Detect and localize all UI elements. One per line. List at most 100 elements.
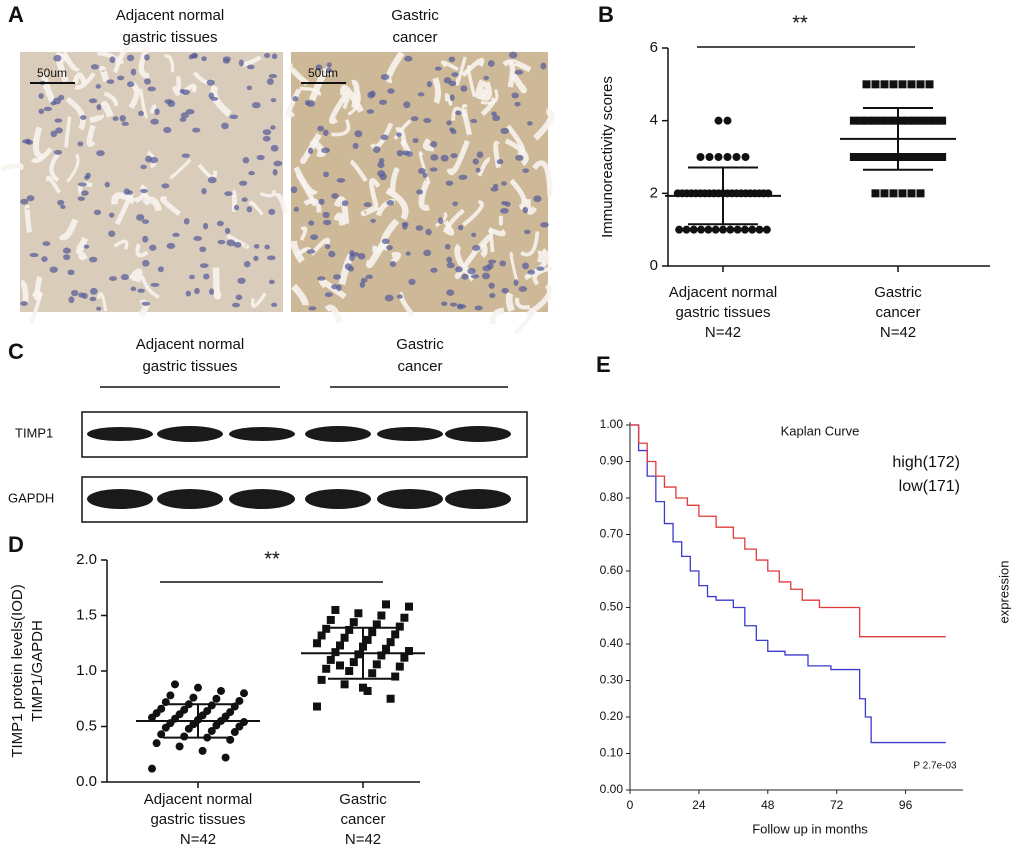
data-point bbox=[877, 116, 886, 125]
data-point bbox=[359, 683, 367, 692]
nucleus bbox=[336, 284, 342, 292]
nucleus bbox=[181, 153, 191, 158]
data-point bbox=[856, 116, 865, 125]
nucleus bbox=[248, 171, 255, 176]
significance: ** bbox=[792, 12, 808, 34]
nucleus bbox=[71, 289, 79, 297]
nucleus bbox=[475, 167, 481, 173]
data-point bbox=[889, 80, 898, 89]
nucleus bbox=[144, 54, 150, 61]
tissue-fiber bbox=[454, 247, 480, 280]
nucleus bbox=[359, 281, 366, 288]
tissue-fiber bbox=[385, 51, 405, 83]
nucleus bbox=[515, 154, 524, 161]
nucleus bbox=[209, 288, 215, 295]
nucleus bbox=[486, 263, 494, 269]
data-point bbox=[917, 116, 926, 125]
data-point bbox=[696, 153, 705, 161]
nucleus bbox=[157, 266, 164, 273]
tissue-fiber bbox=[504, 138, 529, 167]
data-point bbox=[890, 153, 899, 161]
data-point bbox=[368, 669, 377, 678]
data-point bbox=[938, 153, 947, 161]
data-point bbox=[322, 664, 331, 673]
y-tick-label: 4 bbox=[650, 112, 658, 129]
nucleus bbox=[307, 147, 314, 155]
image-background bbox=[20, 52, 283, 312]
nucleus bbox=[403, 101, 411, 109]
nucleus bbox=[53, 149, 63, 155]
tissue-fiber bbox=[135, 243, 149, 258]
data-point bbox=[925, 80, 934, 89]
nucleus bbox=[308, 306, 317, 311]
nucleus bbox=[272, 169, 278, 176]
tissue-fiber bbox=[455, 56, 467, 86]
blot-band bbox=[445, 426, 511, 442]
data-point bbox=[386, 694, 395, 703]
nucleus bbox=[492, 114, 501, 122]
panel-letter: D bbox=[8, 532, 24, 557]
nucleus bbox=[189, 274, 195, 280]
data-point bbox=[226, 708, 235, 717]
nucleus bbox=[123, 188, 130, 195]
data-point bbox=[322, 624, 331, 633]
nucleus bbox=[154, 108, 160, 116]
nucleus bbox=[185, 109, 195, 115]
data-point bbox=[870, 153, 879, 161]
nucleus bbox=[49, 266, 58, 273]
data-point bbox=[203, 706, 212, 715]
nucleus bbox=[472, 244, 481, 251]
nucleus bbox=[161, 183, 170, 189]
nucleus bbox=[380, 134, 389, 141]
nucleus bbox=[360, 277, 368, 283]
tissue-fiber bbox=[434, 211, 448, 228]
nucleus bbox=[229, 114, 239, 120]
x-tick-label: 48 bbox=[761, 798, 775, 812]
x-tick-label: N=42 bbox=[180, 831, 216, 848]
nucleus bbox=[41, 256, 48, 262]
tissue-fiber bbox=[103, 91, 119, 107]
tissue-fiber bbox=[480, 97, 496, 117]
data-point bbox=[240, 718, 248, 727]
data-point bbox=[400, 653, 409, 662]
data-point bbox=[395, 662, 404, 671]
nucleus bbox=[93, 209, 102, 216]
nucleus bbox=[317, 125, 324, 132]
nucleus bbox=[233, 204, 240, 211]
nucleus bbox=[90, 64, 99, 70]
tissue-fiber bbox=[226, 233, 250, 249]
data-point bbox=[889, 189, 898, 198]
nucleus bbox=[450, 153, 458, 159]
nucleus bbox=[423, 249, 432, 257]
nucleus bbox=[241, 197, 248, 202]
nucleus bbox=[443, 77, 452, 84]
nucleus bbox=[273, 160, 283, 167]
nucleus bbox=[166, 242, 176, 250]
tissue-fiber bbox=[510, 73, 527, 94]
blot-band bbox=[87, 489, 153, 509]
nucleus bbox=[437, 217, 444, 225]
x-tick-label: 0 bbox=[627, 798, 634, 812]
tissue-fiber bbox=[488, 229, 495, 253]
y-tick-label: 1.00 bbox=[600, 417, 624, 431]
nucleus bbox=[88, 98, 98, 104]
nucleus bbox=[488, 259, 497, 264]
data-point bbox=[711, 225, 720, 234]
data-point bbox=[924, 116, 933, 125]
nucleus bbox=[42, 241, 51, 246]
image-label: Gastric bbox=[391, 7, 439, 24]
tissue-fiber bbox=[318, 278, 347, 300]
nucleus bbox=[271, 302, 278, 307]
tissue-fiber bbox=[299, 226, 308, 241]
nucleus bbox=[89, 256, 98, 263]
data-point bbox=[391, 630, 400, 639]
tissue-fiber bbox=[333, 196, 350, 225]
sd-bar bbox=[863, 106, 933, 171]
nucleus bbox=[179, 117, 187, 122]
data-point bbox=[849, 116, 858, 125]
nucleus bbox=[527, 269, 536, 275]
data-point bbox=[349, 658, 358, 667]
nucleus bbox=[140, 188, 148, 194]
data-point bbox=[221, 753, 230, 762]
